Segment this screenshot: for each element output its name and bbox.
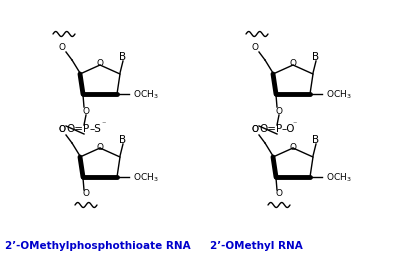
Text: B: B — [312, 52, 320, 62]
Text: O: O — [96, 60, 103, 68]
Text: O: O — [83, 190, 90, 198]
Text: O: O — [83, 107, 90, 115]
Text: O: O — [275, 190, 282, 198]
Text: 2’-OMethylphosphothioate RNA: 2’-OMethylphosphothioate RNA — [5, 241, 191, 251]
Text: –S: –S — [89, 124, 101, 134]
Text: OCH$_3$: OCH$_3$ — [326, 172, 352, 184]
Text: ⁻: ⁻ — [292, 120, 296, 128]
Text: O: O — [96, 142, 103, 152]
Text: O: O — [58, 126, 66, 134]
Text: O: O — [252, 126, 258, 134]
Text: O: O — [290, 60, 297, 68]
Text: O: O — [252, 42, 258, 51]
Text: ⁻: ⁻ — [101, 120, 105, 128]
Text: O=P: O=P — [259, 124, 282, 134]
Text: O=P: O=P — [66, 124, 89, 134]
Text: O: O — [275, 107, 282, 115]
Text: 2’-OMethyl RNA: 2’-OMethyl RNA — [210, 241, 303, 251]
Text: B: B — [119, 52, 126, 62]
Text: OCH$_3$: OCH$_3$ — [133, 89, 159, 101]
Text: O: O — [252, 126, 258, 134]
Text: B: B — [119, 135, 126, 145]
Text: B: B — [312, 135, 320, 145]
Text: O: O — [58, 126, 66, 134]
Text: OCH$_3$: OCH$_3$ — [326, 89, 352, 101]
Text: O: O — [58, 42, 66, 51]
Text: –O: –O — [282, 124, 295, 134]
Text: OCH$_3$: OCH$_3$ — [133, 172, 159, 184]
Text: O: O — [290, 142, 297, 152]
